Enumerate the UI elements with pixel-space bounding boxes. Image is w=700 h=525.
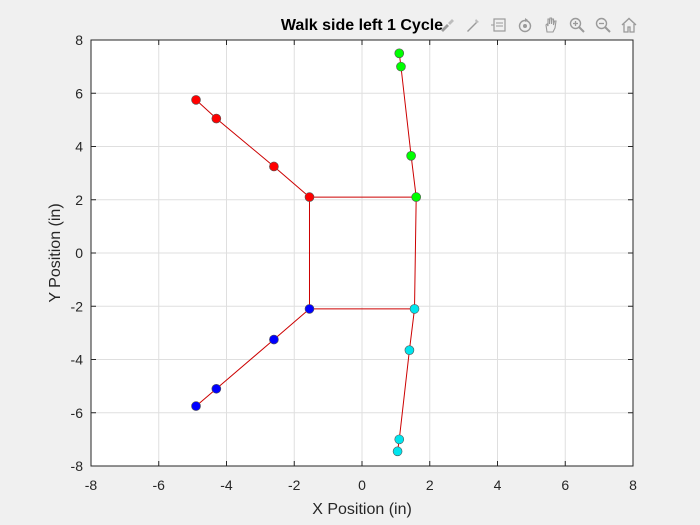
- y-tick-label: 8: [75, 32, 83, 48]
- x-tick-label: 4: [494, 477, 502, 493]
- leg-line: [195, 308, 310, 407]
- x-tick-label: 6: [561, 477, 569, 493]
- x-tick-label: 8: [629, 477, 637, 493]
- axes-box: [90, 39, 634, 467]
- joint-marker: [211, 113, 222, 124]
- joint-marker: [406, 151, 416, 161]
- zoom-in-icon[interactable]: [565, 13, 589, 37]
- x-tick-labels: -8 -6 -4 -2 0 2 4 6 8: [85, 477, 637, 493]
- leg-line: [397, 308, 416, 452]
- joint-marker: [211, 383, 222, 394]
- y-tick-label: 6: [75, 85, 83, 101]
- joint-marker: [191, 95, 201, 105]
- y-axis-label: Y Position (in): [47, 203, 64, 302]
- axes-toolbar: [435, 12, 641, 38]
- joint-marker: [404, 345, 415, 355]
- leg-line: [398, 53, 417, 198]
- x-tick-label: -2: [288, 477, 301, 493]
- y-tick-label: -8: [71, 458, 84, 474]
- y-tick-labels: -8 -6 -4 -2 0 2 4 6 8: [71, 32, 84, 474]
- pan-icon[interactable]: [539, 13, 563, 37]
- x-axis-label: X Position (in): [312, 501, 412, 518]
- legend-icon[interactable]: [487, 13, 511, 37]
- joint-marker: [394, 434, 405, 445]
- x-tick-label: 0: [358, 477, 366, 493]
- joint-marker: [269, 334, 279, 345]
- rotate-3d-icon[interactable]: [513, 13, 537, 37]
- y-tick-label: -2: [71, 298, 84, 314]
- home-icon[interactable]: [617, 13, 641, 37]
- joint-marker: [394, 48, 405, 59]
- chart-title: Walk side left 1 Cycle: [281, 17, 443, 34]
- joint-marker: [411, 192, 422, 202]
- x-tick-label: -8: [85, 477, 98, 493]
- joint-marker: [304, 192, 315, 202]
- x-tick-label: -4: [220, 477, 233, 493]
- brush-data-icon[interactable]: [435, 13, 459, 37]
- y-tick-label: 0: [75, 245, 83, 261]
- data-series: [191, 48, 422, 457]
- x-tick-label: 2: [426, 477, 434, 493]
- joint-marker: [304, 304, 315, 314]
- datatip-icon[interactable]: [461, 13, 485, 37]
- leg-line: [195, 99, 310, 198]
- joint-marker: [191, 401, 201, 411]
- y-tick-label: 4: [75, 139, 83, 155]
- y-tick-label: -6: [71, 405, 84, 421]
- y-tick-label: -4: [71, 352, 84, 368]
- joint-marker: [269, 161, 279, 172]
- x-tick-label: -6: [153, 477, 166, 493]
- y-tick-label: 2: [75, 192, 83, 208]
- joint-marker: [396, 61, 406, 72]
- joint-marker: [409, 304, 420, 314]
- joint-marker: [392, 446, 403, 457]
- zoom-out-icon[interactable]: [591, 13, 615, 37]
